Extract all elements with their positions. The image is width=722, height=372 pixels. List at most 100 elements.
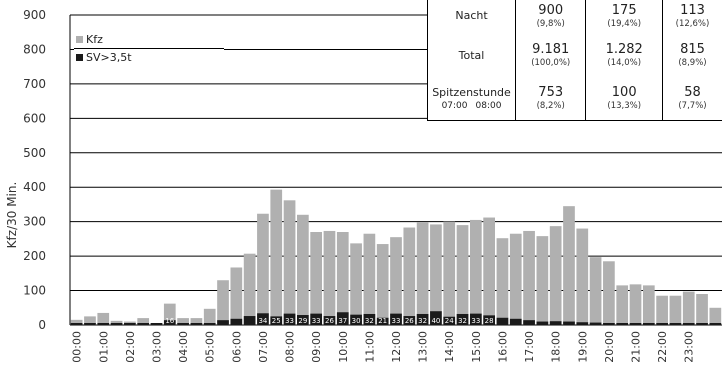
bar-kfz [563,206,575,325]
bar-kfz [310,232,323,325]
bar-kfz [496,238,509,325]
bar-sv [536,321,549,325]
summary-cell: 100 (13,3%) [585,78,663,120]
bar-sv [163,320,176,325]
x-tick-label: 08:00 [284,331,297,363]
bar-kfz [70,319,83,325]
bar-kfz [416,222,429,325]
bar-sv [124,323,136,325]
x-tick-label: 01:00 [97,331,110,363]
bar-kfz [696,294,708,325]
bar-kfz [177,318,189,325]
y-tick-label: 900 [23,8,46,22]
x-tick-label: 21:00 [630,331,643,363]
summary-cell: 900 (9,8%) [514,0,586,33]
x-tick-label: 12:00 [390,331,403,363]
bar-kfz [257,213,269,325]
chart-legend: Kfz SV>3,5t [74,31,224,71]
bar-sv [416,313,429,325]
peak-end-time: 08:00 [475,100,502,111]
sv-data-label: 33 [471,317,480,325]
bar-sv [97,323,110,325]
x-tick-label: 20:00 [603,331,616,363]
bar-kfz [523,230,535,325]
bar-kfz [390,237,402,325]
summary-cell: 175 (19,4%) [585,0,663,33]
y-tick-label: 0 [38,318,46,332]
bar-kfz [137,318,150,325]
y-tick-label: 600 [23,111,46,125]
bar-sv [563,321,575,325]
peak-start-time: 07:00 [441,100,468,111]
bar-sv [682,323,695,325]
x-tick-label: 09:00 [310,331,323,363]
bar-sv [137,323,150,325]
bar-sv [616,323,629,325]
bar-sv [336,312,349,325]
summary-cell: 58 (7,7%) [661,78,722,120]
summary-cell: 9.181 (100,0%) [514,33,586,78]
sv-data-label: 24 [445,317,454,325]
bar-kfz [323,230,336,325]
bar-kfz [443,221,456,325]
x-tick-label: 10:00 [337,331,350,363]
summary-cell: 113 (12,6%) [661,0,722,33]
x-tick-label: 19:00 [576,331,589,363]
bar-sv [110,323,123,325]
bar-sv [257,313,269,325]
y-tick-label: 800 [23,42,46,56]
bar-kfz [549,226,562,325]
bar-kfz [642,285,655,325]
legend-swatch-sv [76,54,83,61]
bar-kfz [616,285,629,325]
y-tick-label: 300 [23,215,46,229]
bar-sv [669,323,682,325]
bar-sv [523,320,535,325]
bar-sv [430,311,442,325]
x-tick-label: 13:00 [417,331,430,363]
bar-sv [363,313,376,325]
bar-kfz [230,267,243,325]
y-tick-label: 700 [23,77,46,91]
summary-cell: 753 (8,2%) [514,78,586,120]
bar-sv [483,315,495,325]
x-tick-label: 03:00 [150,331,163,363]
x-tick-label: 06:00 [230,331,243,363]
bar-kfz [656,295,668,325]
bar-sv [656,323,668,325]
summary-cell: 815 (8,9%) [661,33,722,78]
bar-kfz [403,227,416,325]
bar-kfz [270,189,283,325]
x-tick-label: 07:00 [257,331,270,363]
summary-row-spitzenstunde: Spitzenstunde 07:00 08:00 753 (8,2%) 100 (1… [428,78,722,120]
y-axis-label: Kfz/30 Min. [5,182,19,249]
bar-kfz [97,312,110,325]
legend-item-kfz: Kfz [74,31,224,49]
legend-label-kfz: Kfz [86,33,103,46]
sv-data-label: 28 [485,317,494,325]
bar-sv [230,318,243,325]
y-tick-label: 400 [23,180,46,194]
bar-kfz [669,295,682,325]
summary-table: Nacht 900 (9,8%) 175 (19,4%) 113 (12,6%) To… [427,0,722,121]
bar-sv [709,323,722,325]
summary-row-total: Total 9.181 (100,0%) 1.282 (14,0%) 815 (8,9… [428,33,722,78]
x-tick-label: 17:00 [523,331,536,363]
bar-kfz [217,280,229,325]
bar-sv [283,313,296,325]
bar-sv [629,323,642,325]
sv-data-label: 40 [431,317,440,325]
bar-kfz [363,233,376,325]
bar-kfz [203,308,216,325]
bar-sv [203,323,216,325]
bar-sv [310,313,323,325]
bar-kfz [589,257,602,325]
sv-data-label: 26 [405,317,414,325]
bar-kfz [283,200,296,325]
bar-sv [456,313,469,325]
bar-sv [150,323,163,325]
bar-sv [403,316,416,325]
bar-sv [270,316,283,325]
bar-kfz [709,307,722,325]
